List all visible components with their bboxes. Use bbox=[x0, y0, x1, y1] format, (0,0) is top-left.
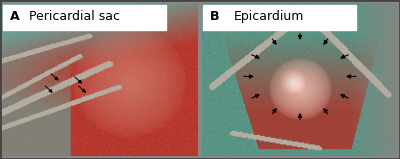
Text: Epicardium: Epicardium bbox=[233, 10, 304, 23]
Text: B: B bbox=[210, 10, 219, 23]
Text: Pericardial sac: Pericardial sac bbox=[30, 10, 120, 23]
Text: A: A bbox=[10, 10, 20, 23]
FancyBboxPatch shape bbox=[203, 5, 356, 30]
FancyBboxPatch shape bbox=[3, 5, 166, 30]
